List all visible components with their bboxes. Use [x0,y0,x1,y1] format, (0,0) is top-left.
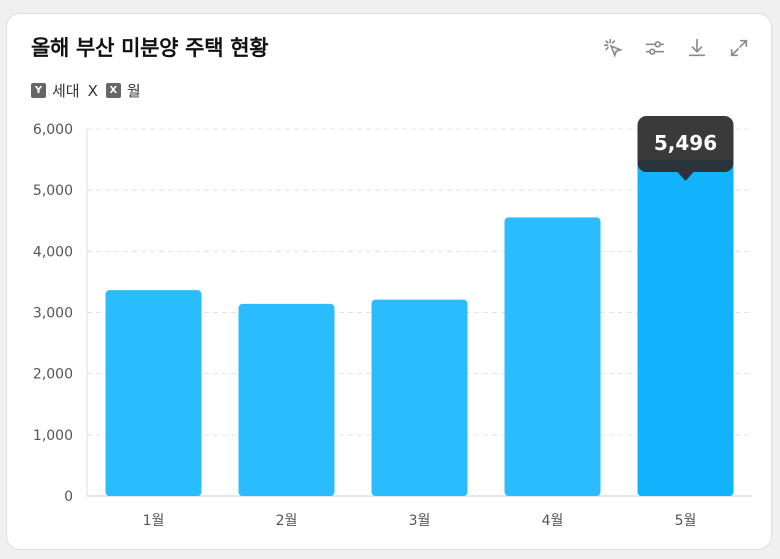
x-tick-label: 3월 [409,513,431,529]
x-axis-legend-label: 월 [126,82,141,100]
x-axis-badge: X [105,83,121,98]
x-tick-label: 4월 [542,513,564,529]
expand-icon[interactable] [725,34,753,62]
y-tick-label: 5,000 [33,183,73,199]
x-tick-label: 5월 [675,513,697,529]
bar-3 [371,299,468,496]
bar-1 [105,290,202,496]
bar-4 [504,217,601,496]
bar-tooltip: 5,496 [637,116,734,181]
y-tick-label: 0 [64,489,73,505]
y-tick-label: 3,000 [33,306,73,322]
sliders-icon[interactable] [641,34,669,62]
x-tick-label: 2월 [276,513,298,529]
bar-5 [637,159,734,496]
axis-legend: Y 세대 X X 월 [31,80,143,101]
x-tick-label: 1월 [143,513,165,529]
y-tick-label: 4,000 [33,244,73,260]
tooltip-box [637,116,734,172]
y-tick-label: 6,000 [33,122,73,138]
sparkle-cursor-icon[interactable] [599,34,627,62]
y-axis-legend-label: 세대 [52,82,80,100]
chart-title: 올해 부산 미분양 주택 현황 [31,36,269,60]
chart-toolbar [599,34,753,62]
tooltip-pointer [677,172,694,181]
y-tick-label: 2,000 [33,367,73,383]
tooltip-value: 5,496 [654,131,717,155]
x-axis-legend-prefix: X [87,81,98,100]
y-tick-label: 1,000 [33,428,73,444]
bar-2 [238,303,335,496]
download-icon[interactable] [683,34,711,62]
y-axis-badge: Y [31,83,46,98]
